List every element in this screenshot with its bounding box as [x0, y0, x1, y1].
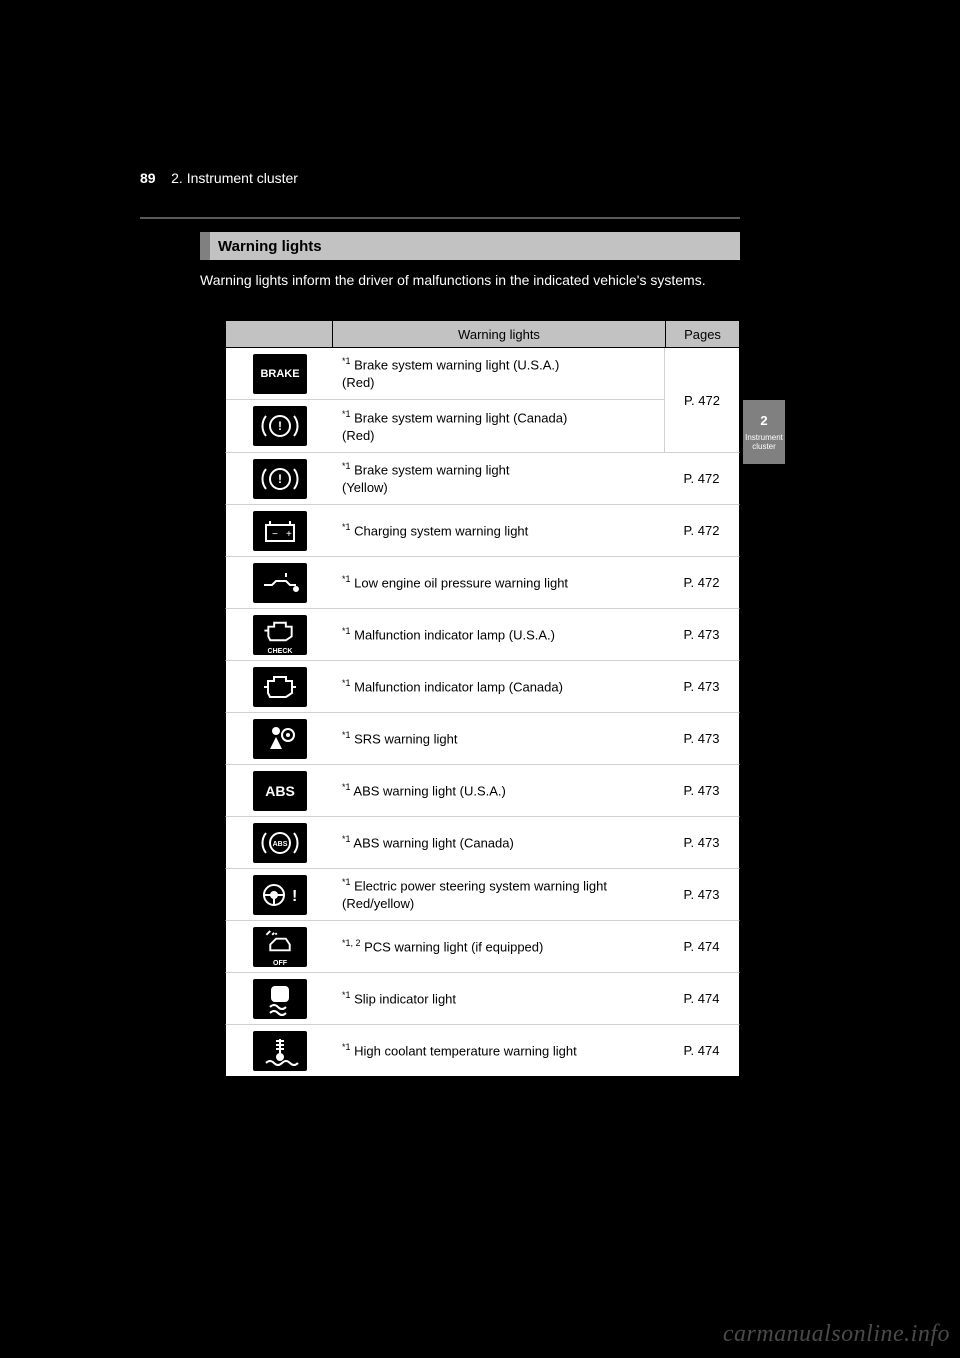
- page-ref: P. 474: [664, 973, 739, 1024]
- side-tab-number: 2: [760, 413, 767, 428]
- header-rule: [140, 217, 740, 219]
- warning-label: *1 High coolant temperature warning ligh…: [334, 1025, 664, 1076]
- coolant-icon: [226, 1025, 334, 1076]
- table-row: ! *1 Electric power steering system warn…: [225, 869, 740, 921]
- page-ref: P. 472: [664, 348, 739, 452]
- warning-label: *1 Brake system warning light (U.S.A.)(R…: [334, 348, 664, 399]
- table-row: *1 Malfunction indicator lamp (Canada) P…: [225, 661, 740, 713]
- warning-label: *1 Slip indicator light: [334, 973, 664, 1024]
- warning-label: *1 ABS warning light (U.S.A.): [334, 765, 664, 816]
- table-row: *1 SRS warning light P. 473: [225, 713, 740, 765]
- page-header: 89 2. Instrument cluster: [140, 170, 298, 186]
- svg-text:!: !: [292, 888, 297, 905]
- section-bar: Warning lights: [200, 232, 740, 260]
- page-ref: P. 474: [664, 1025, 739, 1076]
- th-pages: Pages: [665, 320, 740, 348]
- table-row: *1 High coolant temperature warning ligh…: [225, 1025, 740, 1077]
- page-number: 89: [140, 170, 156, 186]
- pcs-icon: OFF: [226, 921, 334, 972]
- brake-circle-icon: !: [226, 400, 334, 452]
- page-ref: P. 472: [664, 557, 739, 608]
- page-ref: P. 473: [664, 765, 739, 816]
- srs-icon: [226, 713, 334, 764]
- abs-text-icon: ABS: [226, 765, 334, 816]
- warning-lights-table: Warning lights Pages BRAKE *1 Brake syst…: [225, 320, 740, 1077]
- battery-icon: −+: [226, 505, 334, 556]
- watermark: carmanualsonline.info: [723, 1321, 950, 1348]
- table-row: ! *1 Brake system warning light (Canada)…: [226, 400, 664, 452]
- svg-text:ABS: ABS: [273, 841, 288, 848]
- page-ref: P. 473: [664, 713, 739, 764]
- table-row: ABS *1 ABS warning light (Canada) P. 473: [225, 817, 740, 869]
- table-row: −+ *1 Charging system warning light P. 4…: [225, 505, 740, 557]
- warning-label: *1 Electric power steering system warnin…: [334, 869, 664, 920]
- oil-icon: [226, 557, 334, 608]
- intro-text: Warning lights inform the driver of malf…: [200, 270, 740, 290]
- engine-icon: [226, 661, 334, 712]
- eps-icon: !: [226, 869, 334, 920]
- table-row: *1 Low engine oil pressure warning light…: [225, 557, 740, 609]
- warning-label: *1, 2 PCS warning light (if equipped): [334, 921, 664, 972]
- svg-text:!: !: [278, 472, 282, 486]
- warning-label: *1 ABS warning light (Canada): [334, 817, 664, 868]
- table-row: ! *1 Brake system warning light(Yellow) …: [225, 453, 740, 505]
- warning-label: *1 Brake system warning light(Yellow): [334, 453, 664, 504]
- brake-circle-icon: !: [226, 453, 334, 504]
- page-ref: P. 474: [664, 921, 739, 972]
- page-ref: P. 473: [664, 817, 739, 868]
- table-row: *1 Slip indicator light P. 474: [225, 973, 740, 1025]
- page-ref: P. 473: [664, 869, 739, 920]
- table-row: OFF *1, 2 PCS warning light (if equipped…: [225, 921, 740, 973]
- table-row: BRAKE *1 Brake system warning light (U.S…: [226, 348, 664, 400]
- warning-label: *1 Charging system warning light: [334, 505, 664, 556]
- page-ref: P. 473: [664, 661, 739, 712]
- page-ref: P. 473: [664, 609, 739, 660]
- svg-text:−: −: [272, 529, 278, 540]
- table-row: CHECK *1 Malfunction indicator lamp (U.S…: [225, 609, 740, 661]
- table-header: Warning lights Pages: [225, 320, 740, 348]
- warning-label: *1 Brake system warning light (Canada)(R…: [334, 400, 664, 452]
- section-path: 2. Instrument cluster: [171, 170, 298, 186]
- warning-label: *1 Malfunction indicator lamp (Canada): [334, 661, 664, 712]
- warning-label: *1 Low engine oil pressure warning light: [334, 557, 664, 608]
- th-icon-col: [225, 320, 333, 348]
- page-ref: P. 472: [664, 505, 739, 556]
- slip-icon: [226, 973, 334, 1024]
- th-warning: Warning lights: [333, 320, 665, 348]
- svg-text:!: !: [278, 419, 282, 433]
- table-row-group: BRAKE *1 Brake system warning light (U.S…: [225, 348, 740, 453]
- table-row: ABS *1 ABS warning light (U.S.A.) P. 473: [225, 765, 740, 817]
- abs-circle-icon: ABS: [226, 817, 334, 868]
- table-body: BRAKE *1 Brake system warning light (U.S…: [225, 348, 740, 1077]
- side-tab-label: Instrument cluster: [743, 434, 785, 452]
- brake-text-icon: BRAKE: [226, 348, 334, 399]
- side-tab: 2 Instrument cluster: [743, 400, 785, 464]
- engine-check-icon: CHECK: [226, 609, 334, 660]
- page-ref: P. 472: [664, 453, 739, 504]
- warning-label: *1 Malfunction indicator lamp (U.S.A.): [334, 609, 664, 660]
- svg-text:+: +: [286, 529, 292, 540]
- warning-label: *1 SRS warning light: [334, 713, 664, 764]
